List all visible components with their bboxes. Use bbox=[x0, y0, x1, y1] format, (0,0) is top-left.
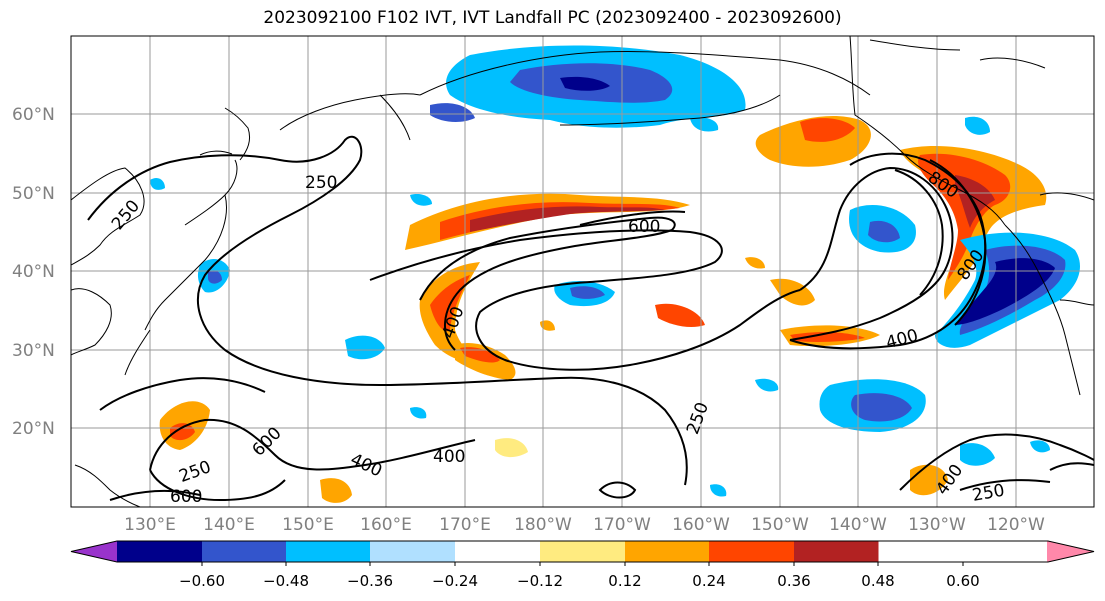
lon-label: 160°E bbox=[360, 515, 412, 535]
lon-label: 130°W bbox=[908, 515, 966, 535]
lon-label: 140°W bbox=[829, 515, 887, 535]
colorbar-segment bbox=[117, 541, 203, 562]
colorbar-ticks: −0.60 −0.48 −0.36 −0.24 −0.12 0.12 0.24 … bbox=[179, 562, 980, 590]
colorbar-segment bbox=[709, 541, 795, 562]
lon-label: 170°W bbox=[593, 515, 651, 535]
lon-label: 150°W bbox=[751, 515, 809, 535]
lon-label: 150°E bbox=[282, 515, 334, 535]
colorbar-tick-label: 0.36 bbox=[777, 572, 810, 590]
colorbar-tick-label: 0.12 bbox=[608, 572, 641, 590]
colorbar-tick-label: 0.48 bbox=[861, 572, 894, 590]
contour-label: 600 bbox=[628, 217, 660, 237]
ivt-contours bbox=[87, 135, 1094, 502]
colorbar-tick-label: −0.24 bbox=[432, 572, 478, 590]
colorbar-tick-label: 0.60 bbox=[946, 572, 979, 590]
contour-label: 600 bbox=[170, 487, 202, 507]
colorbar-tick-label: 0.24 bbox=[692, 572, 725, 590]
latitude-labels: 60°N 50°N 40°N 30°N 20°N bbox=[12, 105, 55, 439]
colorbar-tick-label: −0.12 bbox=[517, 572, 563, 590]
colorbar-segment bbox=[455, 541, 541, 562]
map-frame bbox=[70, 35, 1095, 508]
colorbar-extension-high bbox=[1047, 541, 1094, 562]
coastlines bbox=[71, 36, 1094, 507]
longitude-labels: 130°E 140°E 150°E 160°E 170°E 180°W 170°… bbox=[124, 515, 1045, 535]
colorbar-segment bbox=[794, 541, 879, 562]
colorbar-segment bbox=[540, 541, 626, 562]
contour-label: 400 bbox=[433, 447, 465, 467]
contour-label: 250 bbox=[305, 173, 337, 193]
colorbar-tick-label: −0.60 bbox=[179, 572, 225, 590]
colorbar-segment bbox=[202, 541, 287, 562]
colorbar-segment bbox=[370, 541, 456, 562]
lat-label-30n: 30°N bbox=[12, 341, 55, 361]
lat-label-60n: 60°N bbox=[12, 105, 55, 125]
colorbar-extension-low bbox=[71, 541, 118, 562]
lon-label: 140°E bbox=[203, 515, 255, 535]
colorbar-tick-label: −0.48 bbox=[263, 572, 309, 590]
lon-label: 160°W bbox=[672, 515, 730, 535]
colorbar-tick-label: −0.36 bbox=[347, 572, 393, 590]
lon-label: 170°E bbox=[439, 515, 491, 535]
lon-label: 180°W bbox=[514, 515, 572, 535]
map-title: 2023092100 F102 IVT, IVT Landfall PC (20… bbox=[263, 8, 842, 28]
lat-label-50n: 50°N bbox=[12, 184, 55, 204]
negative-ivt-shading bbox=[150, 45, 1080, 497]
lon-label: 120°W bbox=[987, 515, 1045, 535]
lat-label-40n: 40°N bbox=[12, 262, 55, 282]
colorbar-outline bbox=[70, 540, 1095, 563]
lon-label: 130°E bbox=[124, 515, 176, 535]
colorbar-segment bbox=[625, 541, 710, 562]
lat-label-20n: 20°N bbox=[12, 419, 55, 439]
colorbar-segments bbox=[70, 540, 1095, 563]
colorbar-segment bbox=[286, 541, 371, 562]
